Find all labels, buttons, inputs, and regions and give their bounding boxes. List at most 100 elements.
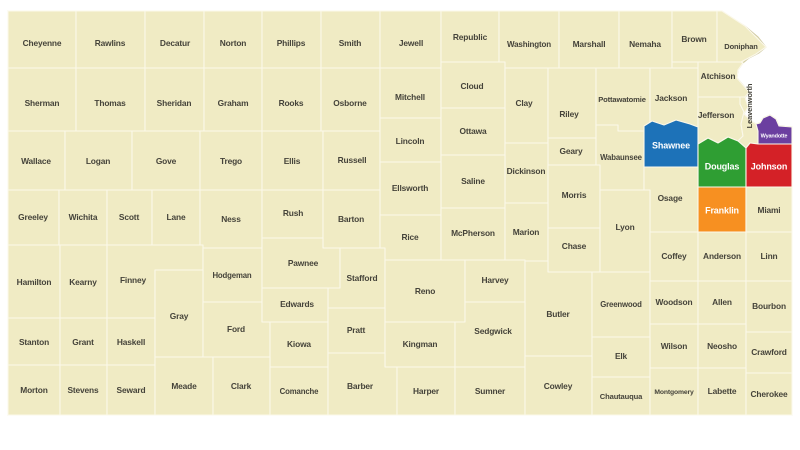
- county-shawnee[interactable]: [643, 119, 699, 168]
- county-hodgeman[interactable]: [202, 247, 263, 303]
- county-riley[interactable]: [547, 67, 597, 139]
- county-barton[interactable]: [322, 189, 381, 249]
- county-leavenworth[interactable]: [737, 96, 759, 149]
- county-reno[interactable]: [384, 259, 466, 323]
- county-sheridan[interactable]: [144, 67, 205, 132]
- county-wyandotte[interactable]: [755, 114, 793, 145]
- county-labette[interactable]: [697, 367, 747, 416]
- county-saline[interactable]: [440, 154, 506, 209]
- county-stevens[interactable]: [59, 364, 108, 416]
- county-hamilton[interactable]: [7, 244, 61, 319]
- county-gove[interactable]: [131, 130, 201, 191]
- county-lyon[interactable]: [599, 189, 651, 273]
- county-greeley[interactable]: [7, 189, 60, 246]
- county-rooks[interactable]: [261, 67, 322, 132]
- county-greenwood[interactable]: [591, 271, 651, 338]
- county-jewell[interactable]: [379, 10, 442, 69]
- county-harper[interactable]: [396, 366, 456, 416]
- county-trego[interactable]: [199, 130, 263, 191]
- county-franklin[interactable]: [697, 186, 747, 233]
- county-bourbon[interactable]: [745, 280, 793, 333]
- county-morris[interactable]: [547, 164, 601, 229]
- county-crawford[interactable]: [745, 331, 793, 374]
- county-thomas[interactable]: [75, 67, 146, 132]
- county-johnson[interactable]: [745, 142, 793, 188]
- county-douglas[interactable]: [697, 136, 747, 188]
- county-grant[interactable]: [59, 317, 108, 366]
- county-osage[interactable]: [643, 166, 699, 233]
- county-butler[interactable]: [524, 260, 593, 357]
- county-pratt[interactable]: [327, 307, 386, 354]
- county-lincoln[interactable]: [379, 117, 442, 163]
- county-phillips[interactable]: [261, 10, 322, 69]
- county-republic[interactable]: [440, 10, 500, 63]
- county-ness[interactable]: [199, 189, 263, 249]
- county-cheyenne[interactable]: [7, 10, 77, 69]
- county-miami[interactable]: [745, 186, 793, 233]
- county-sedgwick[interactable]: [454, 301, 526, 368]
- county-clark[interactable]: [212, 356, 271, 416]
- county-cloud[interactable]: [440, 61, 506, 109]
- county-ellsworth[interactable]: [379, 161, 442, 216]
- county-sumner[interactable]: [454, 366, 526, 416]
- county-anderson[interactable]: [697, 231, 747, 282]
- county-linn[interactable]: [745, 231, 793, 282]
- county-dickinson[interactable]: [504, 142, 549, 204]
- county-brown[interactable]: [671, 10, 718, 63]
- county-kingman[interactable]: [384, 321, 456, 368]
- county-wichita[interactable]: [58, 189, 108, 246]
- county-kearny[interactable]: [59, 244, 108, 319]
- county-neosho[interactable]: [697, 323, 747, 369]
- county-edwards[interactable]: [261, 287, 329, 323]
- county-marshall[interactable]: [558, 10, 620, 69]
- county-haskell[interactable]: [106, 317, 156, 366]
- county-wilson[interactable]: [649, 323, 699, 369]
- county-sherman[interactable]: [7, 67, 77, 132]
- county-cherokee[interactable]: [745, 372, 793, 416]
- county-nemaha[interactable]: [618, 10, 673, 69]
- county-rice[interactable]: [379, 214, 442, 261]
- county-washington[interactable]: [498, 10, 560, 69]
- county-osborne[interactable]: [320, 67, 381, 132]
- county-seward[interactable]: [106, 364, 156, 416]
- county-harvey[interactable]: [464, 259, 526, 303]
- county-comanche[interactable]: [269, 366, 329, 416]
- county-lane[interactable]: [151, 189, 201, 246]
- county-kiowa[interactable]: [269, 321, 329, 368]
- county-doniphan[interactable]: [716, 10, 767, 63]
- county-coffey[interactable]: [649, 231, 699, 282]
- county-ford[interactable]: [202, 301, 271, 358]
- county-ottawa[interactable]: [440, 107, 506, 156]
- county-scott[interactable]: [106, 189, 153, 246]
- county-montgomery[interactable]: [649, 367, 699, 416]
- county-mitchell[interactable]: [379, 67, 442, 119]
- county-morton[interactable]: [7, 364, 61, 416]
- county-atchison[interactable]: [697, 61, 750, 98]
- county-norton[interactable]: [203, 10, 263, 69]
- county-mcpherson[interactable]: [440, 207, 506, 261]
- county-rush[interactable]: [261, 189, 324, 239]
- county-ellis[interactable]: [261, 130, 324, 191]
- county-elk[interactable]: [591, 336, 651, 378]
- county-smith[interactable]: [320, 10, 381, 69]
- county-allen[interactable]: [697, 280, 747, 325]
- county-gray[interactable]: [154, 269, 204, 358]
- county-jefferson[interactable]: [697, 96, 745, 145]
- county-logan[interactable]: [64, 130, 133, 191]
- county-rawlins[interactable]: [75, 10, 146, 69]
- county-geary[interactable]: [547, 137, 597, 166]
- county-decatur[interactable]: [144, 10, 205, 69]
- county-chautauqua[interactable]: [591, 376, 651, 416]
- county-stanton[interactable]: [7, 317, 61, 366]
- county-wallace[interactable]: [7, 130, 66, 191]
- county-chase[interactable]: [547, 227, 601, 273]
- county-marion[interactable]: [504, 202, 549, 262]
- county-cowley[interactable]: [524, 355, 593, 416]
- county-russell[interactable]: [322, 130, 381, 191]
- county-pottawatomie[interactable]: [595, 67, 651, 132]
- county-woodson[interactable]: [649, 280, 699, 325]
- county-wabaunsee[interactable]: [595, 124, 645, 191]
- county-graham[interactable]: [203, 67, 263, 132]
- county-clay[interactable]: [504, 67, 549, 144]
- county-meade[interactable]: [154, 356, 214, 416]
